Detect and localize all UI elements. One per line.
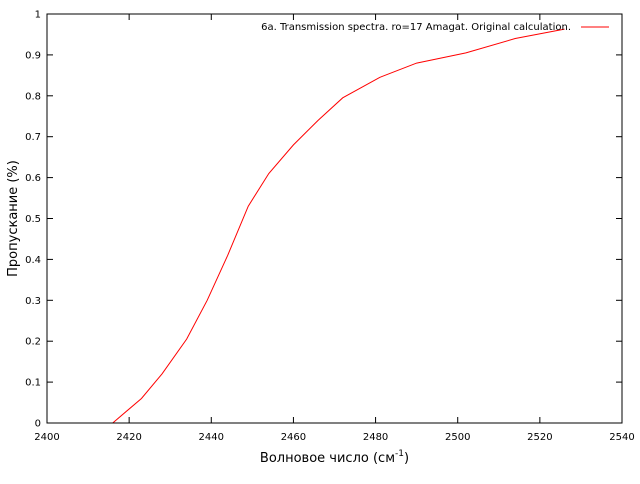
tick-labels-layer: 2400 2420 2440 2460 2480 2500 2520 2540 0 0.1 0.2 0… bbox=[25, 10, 635, 444]
x-tick-label: 2440 bbox=[199, 432, 224, 443]
legend-series-label: 6a. Transmission spectra. ro=17 Amagat. … bbox=[261, 22, 571, 33]
x-tick-label: 2520 bbox=[527, 432, 552, 443]
y-tick-label: 1 bbox=[35, 10, 41, 21]
x-axis-label-suffix: ) bbox=[404, 451, 409, 466]
y-tick-label: 0.4 bbox=[25, 255, 41, 266]
x-tick-label: 2460 bbox=[281, 432, 306, 443]
x-tick-label: 2420 bbox=[116, 432, 141, 443]
y-tick-label: 0.1 bbox=[25, 378, 41, 389]
x-axis-label-superscript: -1 bbox=[395, 449, 404, 459]
y-tick-label: 0.5 bbox=[25, 214, 41, 225]
y-tick-label: 0.7 bbox=[25, 132, 41, 143]
x-tick-label: 2400 bbox=[34, 432, 59, 443]
y-tick-label: 0.8 bbox=[25, 91, 41, 102]
y-axis-label: Пропускание (%) bbox=[6, 160, 21, 277]
x-tick-label: 2500 bbox=[445, 432, 470, 443]
x-axis-label-main: Волновое число (см bbox=[260, 451, 395, 466]
plot-frame bbox=[46, 13, 623, 424]
series-layer bbox=[112, 28, 565, 424]
y-tick-label: 0.2 bbox=[25, 337, 41, 348]
series-line-0 bbox=[112, 28, 565, 424]
ticks-layer bbox=[46, 13, 623, 424]
legend: 6a. Transmission spectra. ro=17 Amagat. … bbox=[261, 22, 609, 33]
x-axis-label: Волновое число (см-1) bbox=[260, 449, 409, 466]
y-tick-label: 0.3 bbox=[25, 296, 41, 307]
x-tick-label: 2480 bbox=[363, 432, 388, 443]
y-tick-label: 0.6 bbox=[25, 173, 41, 184]
y-tick-label: 0.9 bbox=[25, 50, 41, 61]
y-tick-label: 0 bbox=[35, 419, 41, 430]
x-tick-label: 2540 bbox=[609, 432, 634, 443]
